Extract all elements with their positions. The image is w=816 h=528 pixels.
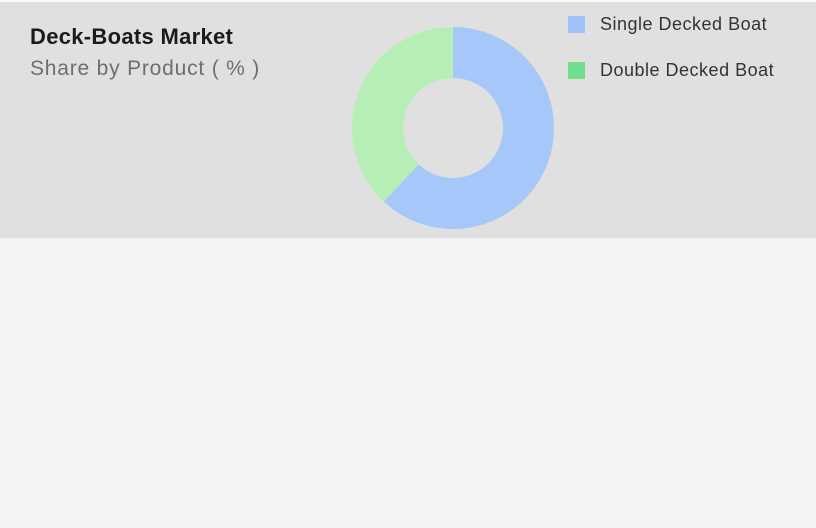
- green-square-icon: [568, 62, 585, 79]
- legend-label: Double Decked Boat: [600, 60, 775, 80]
- page-subtitle: Share by Product ( % ): [30, 57, 261, 80]
- header-panel: Deck-Boats Market Share by Product ( % )…: [0, 0, 816, 238]
- legend-item: Double Decked Boat: [568, 60, 774, 81]
- legend-label: Single Decked Boat: [600, 14, 768, 34]
- donut-hole: [403, 78, 503, 178]
- page-title: Deck-Boats Market: [30, 24, 234, 49]
- legend-item: Single Decked Boat: [568, 14, 774, 35]
- bar-chart-panel: 2019202020212022202320242025202620272028…: [0, 238, 816, 528]
- blue-square-icon: [568, 16, 585, 33]
- top-hairline: [0, 0, 816, 2]
- legend: Single Decked Boat Double Decked Boat: [568, 14, 774, 81]
